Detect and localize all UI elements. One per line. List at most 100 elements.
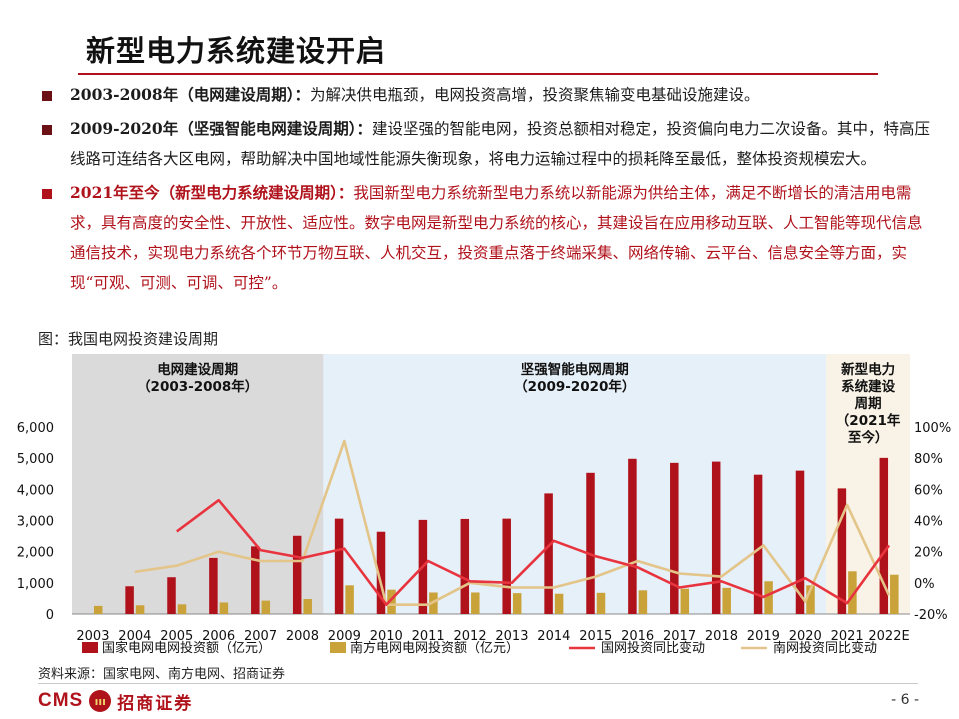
x-tick-label: 2007 [244,629,277,644]
source-note: 资料来源：国家电网、南方电网、招商证券 [38,667,286,682]
legend-csg-line-label: 南网投资同比变动 [773,640,877,656]
y-right-tick-label: 0% [914,577,935,592]
x-tick-label: 2014 [537,629,570,644]
sgcc-investment-bar [628,458,637,614]
x-tick-label: 2003 [76,629,109,644]
y-right-tick-label: 20% [914,546,943,561]
csg-investment-bar [596,592,606,614]
sgcc-investment-bar [334,518,344,614]
period-label: 新型电力 [841,361,895,378]
csg-investment-bar [806,585,815,614]
sgcc-investment-bar [753,474,763,614]
y-left-tick-label: 2,000 [17,546,54,561]
period-label: 至今） [848,429,889,446]
csg-investment-bar [890,574,899,614]
bullet-text: 我国新型电力系统新型电力系统以新能源为供给主体，满足不断增长的清洁用电需求，具有… [70,184,923,292]
csg-investment-bar [512,593,522,614]
csg-investment-bar [680,588,690,614]
bullet-2021-now: 2021年至今（新型电力系统建设周期）：我国新型电力系统新型电力系统以新能源为供… [40,178,930,298]
sgcc-investment-bar [837,488,847,614]
period-label: （2021年 [836,412,901,429]
bullet-text: 为解决供电瓶颈，电网投资高增，投资聚焦输变电基础设施建设。 [309,86,760,104]
x-tick-label: 2015 [579,629,612,644]
sgcc-investment-bar [711,461,721,614]
csg-investment-bar [638,590,648,614]
x-tick-label: 2011 [412,629,445,644]
x-tick-label: 2016 [621,629,654,644]
bullet-lead: 2003-2008年（电网建设周期）： [70,85,310,104]
y-left-tick-label: 3,000 [17,515,54,530]
sgcc-investment-bar [376,531,386,614]
cms-logo: CMS ııı 招商证券 [38,688,193,714]
csg-investment-bar [177,604,187,614]
sgcc-investment-bar [292,535,302,614]
logo-cn-text: 招商证券 [117,693,194,714]
figure-caption: 图：我国电网投资建设周期 [38,330,219,348]
period-band [72,354,324,614]
csg-investment-bar [93,605,103,614]
bullet-lead: 2021年至今（新型电力系统建设周期）： [70,183,354,202]
sgcc-investment-bar [544,493,553,614]
legend-csg-bar-swatch [330,642,346,653]
csg-yoy-line [134,439,891,606]
bullet-list: 2003-2008年（电网建设周期）：为解决供电瓶颈，电网投资高增，投资聚焦输变… [40,80,930,302]
csg-investment-bar [261,600,271,614]
period-band [323,354,827,614]
x-tick-label: 2013 [495,629,528,644]
csg-investment-bar [135,605,145,614]
logo-mark-icon: ııı [89,690,112,712]
sgcc-yoy-line [176,498,891,606]
period-label: 系统建设 [841,378,895,395]
y-right-tick-label: 80% [914,452,943,467]
x-tick-label: 2010 [370,629,403,644]
csg-investment-bar [722,587,731,614]
sgcc-investment-bar [879,457,889,614]
sgcc-investment-bar [167,577,176,614]
csg-investment-bar [848,571,857,614]
square-bullet-icon [42,189,52,199]
bullet-2009-2020: 2009-2020年（坚强智能电网建设周期）：建设坚强的智能电网，投资总额相对稳… [40,114,930,174]
y-left-tick-label: 4,000 [17,483,54,498]
x-tick-label: 2018 [705,629,738,644]
legend-sgcc-bar-swatch [82,642,98,653]
csg-investment-bar [303,599,312,614]
logo-text: CMS [38,690,84,711]
sgcc-investment-bar [502,518,511,614]
x-tick-label: 2022E [868,629,909,644]
csg-investment-bar [554,593,564,614]
sgcc-investment-bar [670,462,679,614]
square-bullet-icon [42,125,52,135]
square-bullet-icon [42,91,52,101]
csg-investment-bar [764,581,773,614]
period-title: 坚强智能电网周期 [521,361,629,378]
y-left-tick-label: 5,000 [17,452,54,467]
y-right-tick-label: 40% [914,515,943,530]
y-left-tick-label: 0 [46,608,54,623]
y-right-tick-label: 100% [914,421,951,436]
title-divider [78,73,878,75]
sgcc-investment-bar [251,546,260,614]
csg-investment-bar [345,585,354,614]
period-subtitle: （2009-2020年） [514,378,635,395]
y-right-tick-label: 60% [914,483,943,498]
y-left-tick-label: 6,000 [17,421,54,436]
x-tick-label: 2017 [663,629,696,644]
csg-investment-bar [471,592,480,614]
sgcc-investment-bar [125,586,134,614]
x-tick-label: 2012 [454,629,487,644]
x-tick-label: 2008 [286,629,319,644]
x-tick-label: 2019 [747,629,780,644]
grid-investment-chart: 电网建设周期（2003-2008年） 坚强智能电网周期（2009-2020年） 新型… [17,354,951,656]
legend-csg-bar-label: 南方电网电网投资额（亿元） [350,640,519,656]
x-tick-label: 2004 [118,629,151,644]
page-number: - 6 - [891,692,919,708]
x-tick-label: 2006 [202,629,235,644]
y-left-tick-label: 1,000 [17,577,54,592]
legend-sgcc-line-label: 国网投资同比变动 [601,640,705,656]
csg-investment-bar [387,589,396,614]
sgcc-investment-bar [586,472,595,614]
sgcc-investment-bar [795,470,805,614]
x-tick-label: 2020 [789,629,822,644]
sgcc-investment-bar [209,557,218,614]
bullet-2003-2008: 2003-2008年（电网建设周期）：为解决供电瓶颈，电网投资高增，投资聚焦输变… [40,80,930,110]
